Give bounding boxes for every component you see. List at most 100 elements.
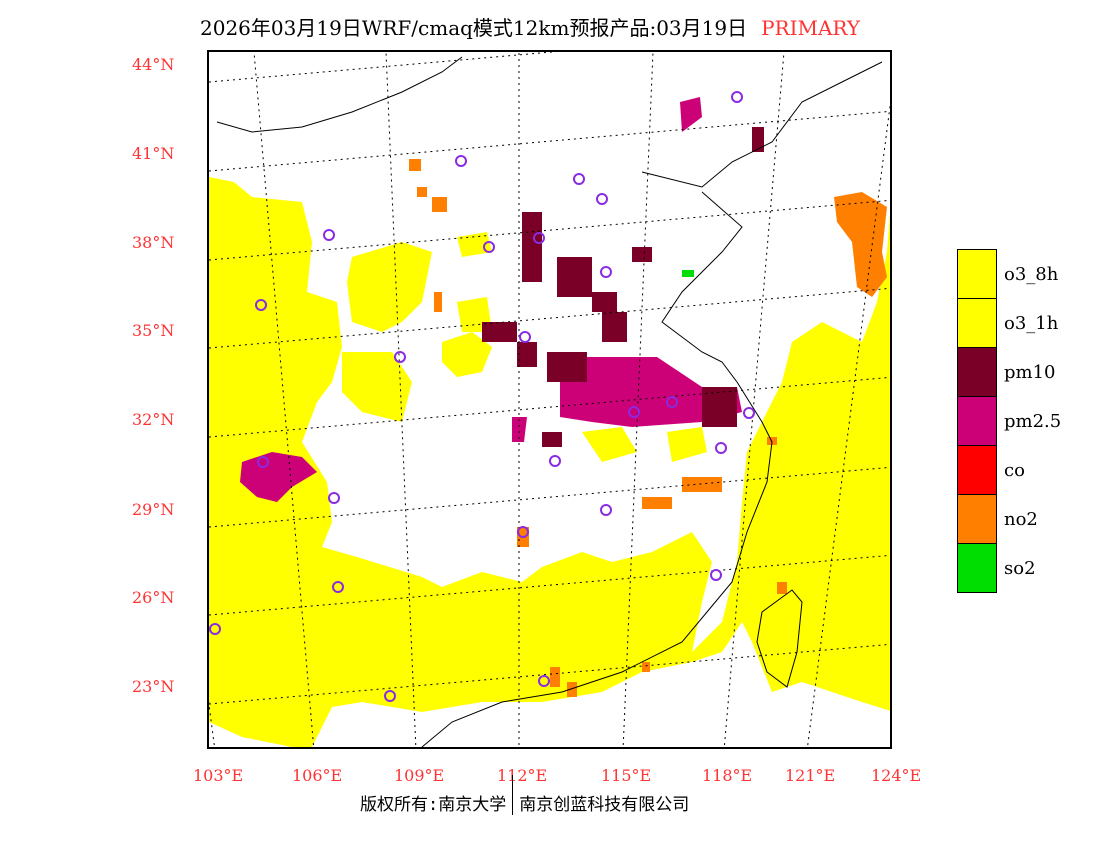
legend-label: o3_1h [1004,313,1059,334]
ozone-region [347,242,432,332]
city-station-marker [257,456,269,468]
city-station-marker [573,173,585,185]
latitude-gridline [209,110,890,172]
latitude-gridline [209,643,890,705]
legend-item-o3_8h: o3_8h [957,249,1058,299]
city-station-marker [596,193,608,205]
legend-item-so2: so2 [957,543,1036,593]
ozone-region [582,427,637,462]
pm10-region [482,322,517,342]
legend-item-pm25: pm2.5 [957,396,1061,446]
legend-label: no2 [1004,509,1038,530]
city-station-marker [255,299,267,311]
city-station-marker [384,690,396,702]
legend-label: o3_8h [1004,264,1059,285]
pm10-region [592,292,617,312]
coastline [661,191,743,383]
lat-label: 35°N [132,321,175,340]
ozone-region [209,177,890,747]
pm10-region [547,352,587,382]
copyright-footer: 版权所有:南京大学 南京创蓝科技有限公司 [360,775,690,815]
legend-item-o3_1h: o3_1h [957,298,1058,348]
national-border [216,56,463,133]
lon-label: 118°E [702,766,753,785]
latitude-gridline [209,199,890,261]
city-station-marker [731,91,743,103]
pm10-region [702,387,737,427]
ozone-region [457,232,492,257]
so2-region [682,270,694,277]
city-station-marker [600,266,612,278]
taiwan-outline [756,589,803,688]
no2-region [682,477,722,492]
city-station-marker [628,406,640,418]
no2-region [642,662,650,672]
city-station-marker [394,351,406,363]
pm10-region [522,212,542,282]
pm10-region [602,312,627,342]
lat-label: 32°N [132,410,175,429]
lon-label: 124°E [871,766,922,785]
legend-label: co [1004,460,1025,481]
city-station-marker [519,331,531,343]
city-station-marker [517,526,529,538]
city-station-marker [332,581,344,593]
city-station-marker [455,155,467,167]
lat-label: 26°N [132,588,175,607]
city-station-marker [483,241,495,253]
legend: o3_8h o3_1h pm10 pm2.5 co no2 so2 [957,249,1061,593]
no2-region [567,682,577,697]
lon-label: 112°E [497,766,548,785]
primary-label: PRIMARY [761,16,861,40]
pm10-region [542,432,562,447]
ozone-region [667,427,707,462]
lon-label: 115°E [601,766,652,785]
latitude-gridline [209,287,890,349]
city-station-marker [533,232,545,244]
legend-label: pm2.5 [1004,411,1062,432]
legend-label: pm10 [1004,362,1056,383]
pm25-region [680,97,702,132]
city-station-marker [323,229,335,241]
city-station-marker [710,569,722,581]
pm10-region [557,257,592,297]
coastline [641,61,883,188]
pm10-region [517,342,537,367]
pm10-region [752,127,764,152]
no2-region [434,292,442,312]
lat-label: 44°N [132,55,175,74]
map-title: 2026年03月19日WRF/cmaq模式12km预报产品:03月19日 PRIM… [200,12,860,41]
no2-region [432,197,447,212]
ozone-region [442,332,492,377]
legend-item-co: co [957,445,1025,495]
lon-label: 109°E [394,766,445,785]
coastline [421,381,773,747]
latitude-gridline [209,466,890,528]
legend-item-pm10: pm10 [957,347,1056,397]
lat-label: 38°N [132,233,175,252]
lat-label: 41°N [132,144,175,163]
pm25-region [560,357,742,427]
legend-label: so2 [1004,558,1036,579]
pm10-region [632,247,652,262]
city-station-marker [549,455,561,467]
no2-region [642,497,672,509]
city-station-marker [600,504,612,516]
title-text: 2026年03月19日WRF/cmaq模式12km预报产品:03月19日 [200,16,748,40]
latitude-gridline [209,52,558,83]
city-station-marker [715,442,727,454]
no2-region [417,187,427,197]
lat-label: 29°N [132,500,175,519]
map-frame [207,50,892,749]
longitude-gridline [385,52,417,747]
copyright-right: 南京创蓝科技有限公司 [519,795,690,815]
lon-label: 121°E [785,766,836,785]
city-station-marker [743,407,755,419]
pollutant-map [209,52,890,747]
copyright-left: 版权所有:南京大学 [360,795,507,815]
city-station-marker [666,396,678,408]
longitude-gridline [622,52,654,747]
latitude-gridline [209,376,890,438]
no2-region [550,667,560,687]
city-station-marker [538,675,550,687]
